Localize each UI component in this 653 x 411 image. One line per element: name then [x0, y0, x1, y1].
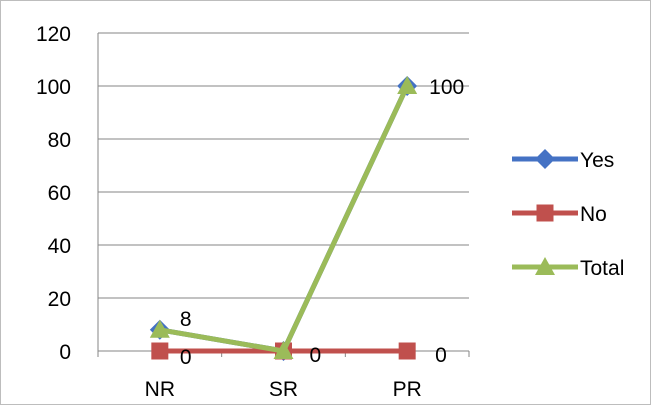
legend-label: Yes — [580, 149, 614, 172]
data-point-diamond — [535, 149, 555, 169]
data-point-square — [151, 342, 169, 360]
y-tick-label: 40 — [48, 235, 71, 258]
data-label: 0 — [180, 346, 192, 369]
data-point-triangle — [397, 76, 418, 94]
legend: Yes No Total — [512, 149, 624, 280]
y-tick-label: 20 — [48, 288, 71, 311]
series-lines — [149, 76, 418, 361]
x-tick-label: SR — [269, 378, 298, 401]
y-tick-label: 120 — [36, 23, 71, 46]
y-tick-label: 100 — [36, 76, 71, 99]
data-point-triangle — [149, 319, 170, 338]
gridlines — [98, 32, 469, 299]
data-label: 100 — [429, 76, 464, 99]
series-line-yes — [159, 84, 410, 354]
data-labels: 8 0 0 0 100 — [180, 76, 464, 369]
data-point-triangle — [273, 341, 294, 359]
data-point-square — [398, 342, 416, 360]
legend-item-yes: Yes — [512, 149, 614, 172]
legend-item-total: Total — [512, 257, 624, 280]
legend-item-no: No — [512, 203, 607, 226]
series-line-total — [159, 84, 410, 354]
data-label: 8 — [180, 308, 192, 331]
y-tick-label: 80 — [48, 129, 71, 152]
x-tick-label: PR — [393, 378, 422, 401]
legend-label: No — [580, 203, 607, 226]
y-tick-label: 60 — [48, 182, 71, 205]
data-point-triangle — [535, 257, 555, 275]
y-tick-label: 0 — [59, 341, 71, 364]
legend-label: Total — [580, 257, 624, 280]
data-label: 0 — [310, 344, 322, 367]
data-label: 0 — [435, 344, 447, 367]
x-tick-label: NR — [145, 378, 175, 401]
data-point-square — [536, 204, 554, 222]
